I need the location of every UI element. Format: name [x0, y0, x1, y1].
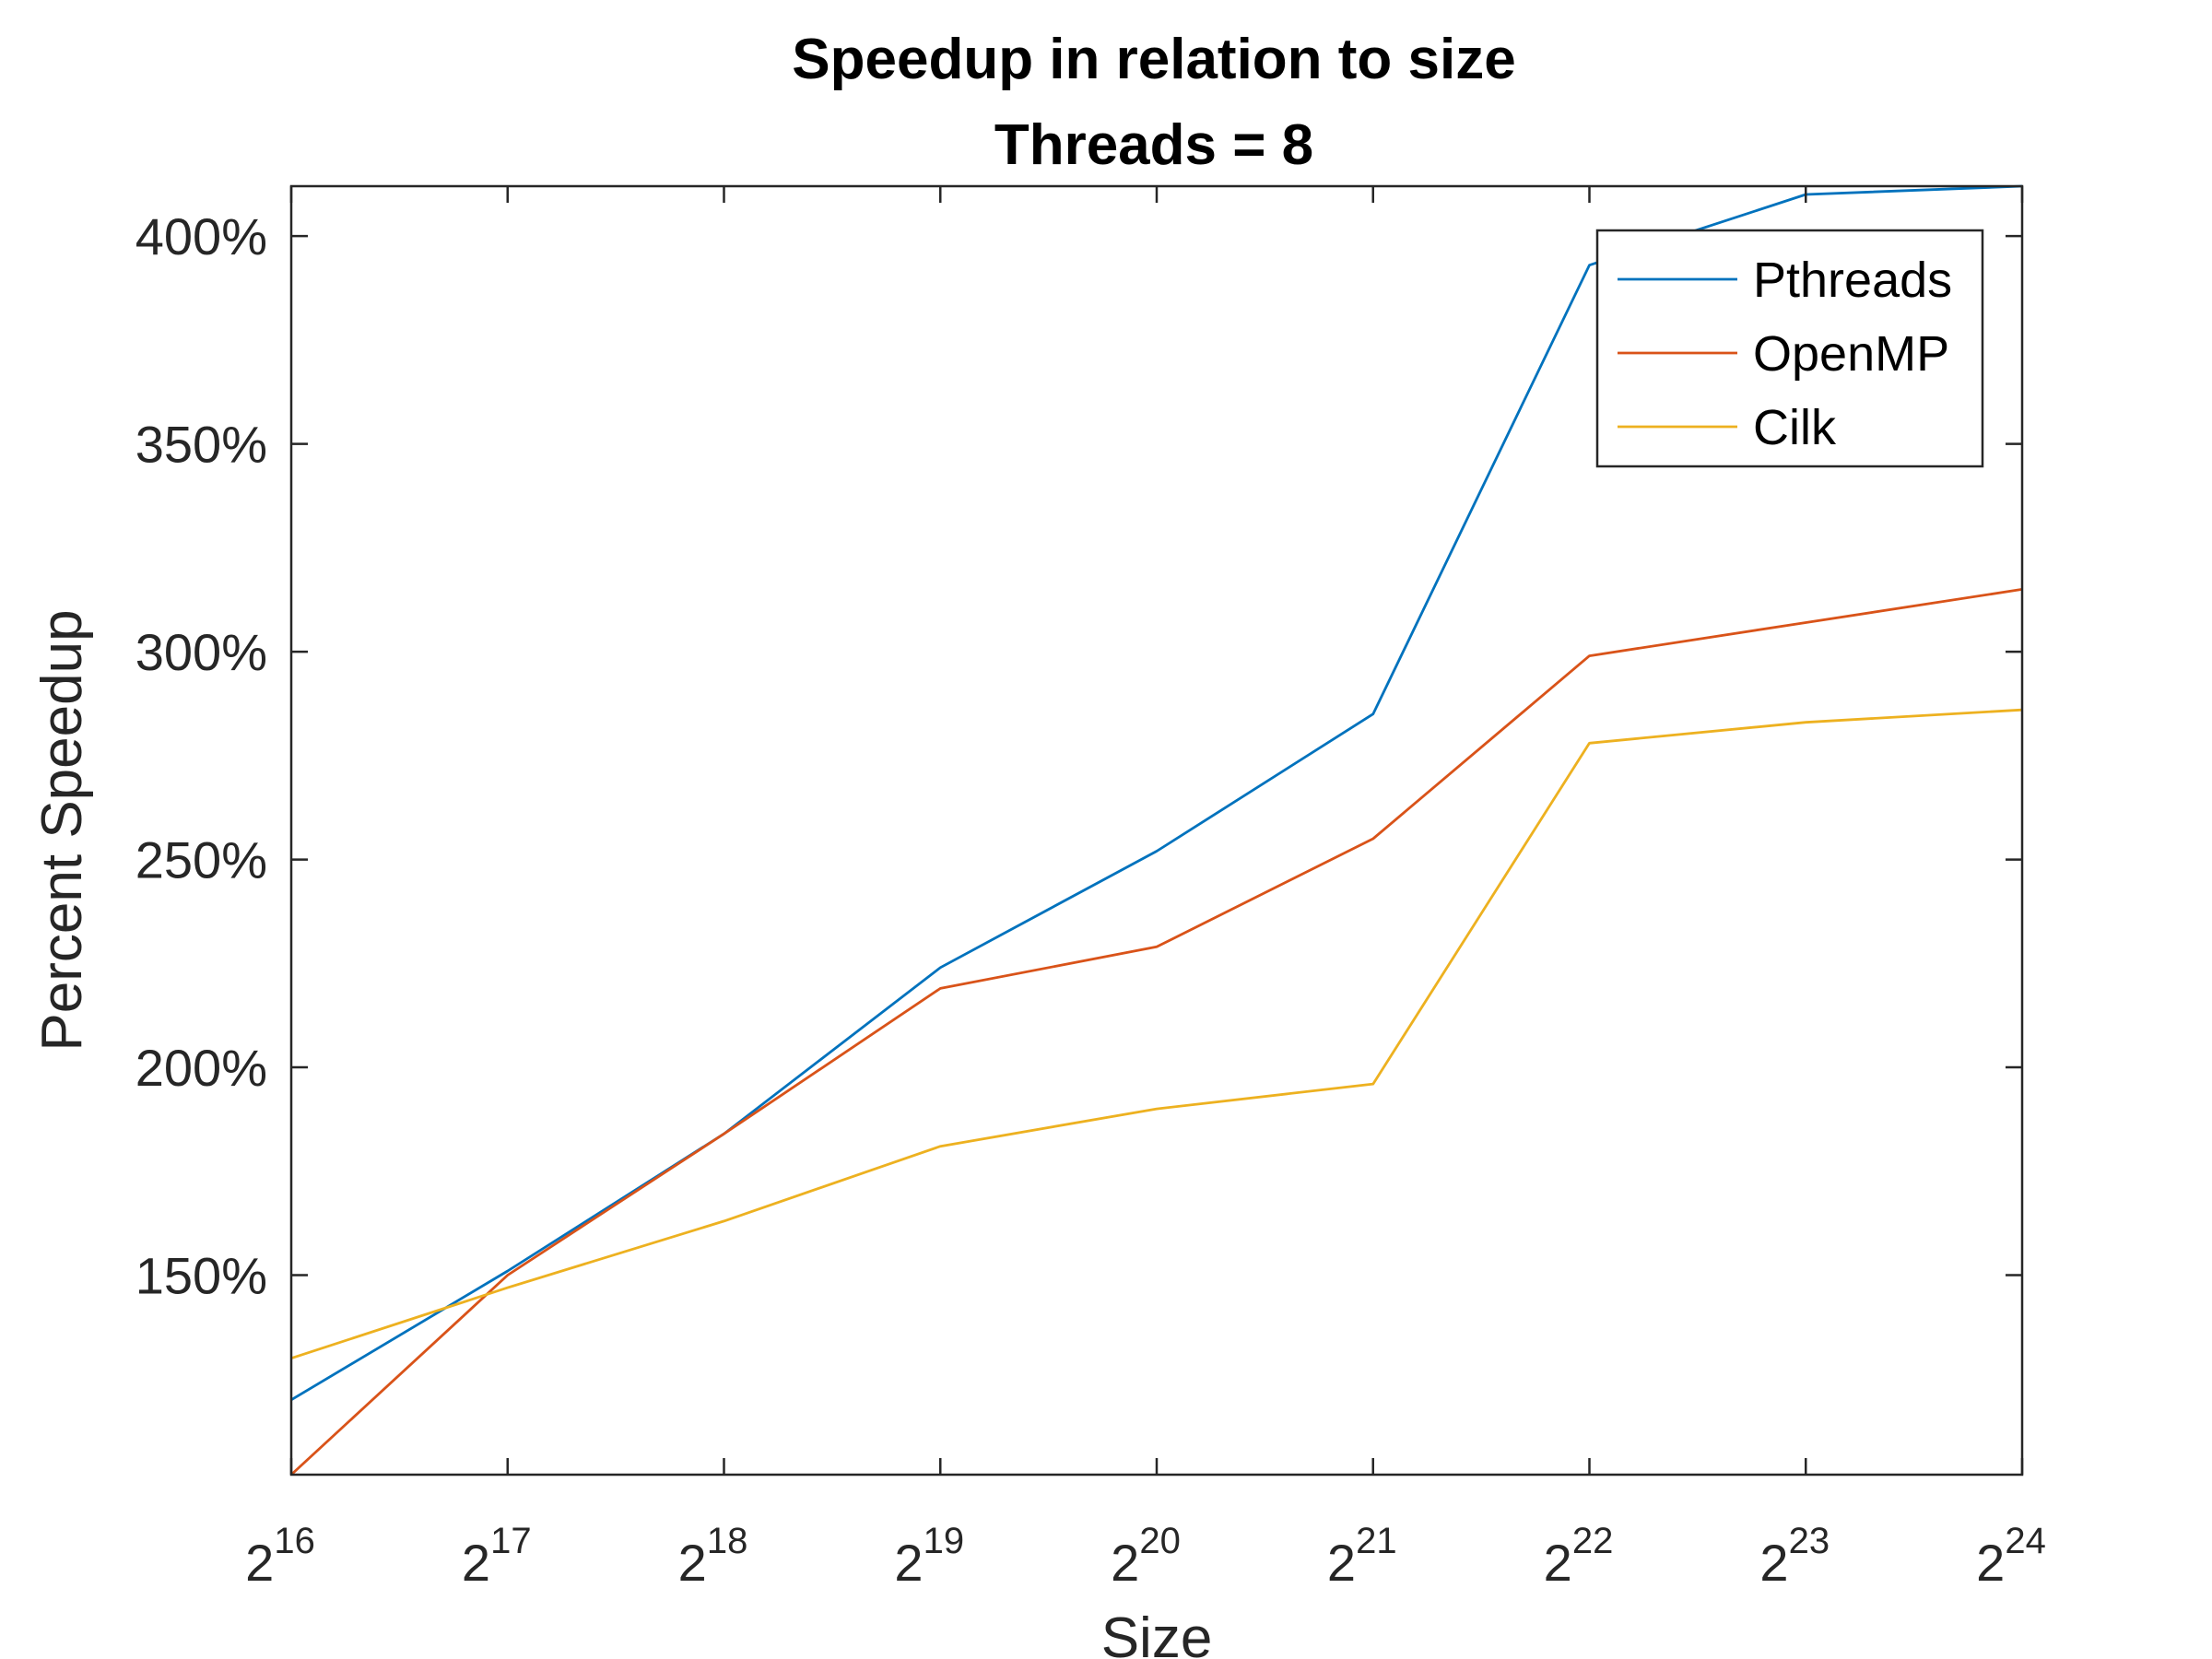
x-tick-base: 2 [1759, 1534, 1788, 1592]
x-tick-base: 2 [1976, 1534, 2005, 1592]
x-tick-label: 217 [462, 1521, 532, 1592]
y-axis-label: Percent Speedup [30, 609, 94, 1051]
y-tick-label: 200% [135, 1039, 267, 1097]
x-axis-label: Size [1101, 1606, 1213, 1659]
x-tick-base: 2 [1544, 1534, 1572, 1592]
x-tick-exponent: 16 [274, 1521, 315, 1561]
legend-entries: Pthreads OpenMP Cilk [1618, 253, 1952, 455]
series-line-pthreads [290, 184, 2023, 1402]
x-tick-label: 222 [1544, 1521, 1614, 1592]
y-tick-label: 150% [135, 1247, 267, 1305]
chart-title: Speedup in relation to size [792, 28, 1515, 91]
y-tick-label: 350% [135, 416, 267, 474]
x-tick-base: 2 [462, 1534, 490, 1592]
plot-frame [289, 184, 2024, 1477]
x-tick-base: 2 [894, 1534, 923, 1592]
x-tick-base: 2 [678, 1534, 707, 1592]
legend-label-openmp: OpenMP [1753, 326, 1949, 382]
legend-label-cilk: Cilk [1753, 400, 1837, 455]
x-tick-exponent: 22 [1572, 1521, 1614, 1561]
x-tick-label: 224 [1976, 1521, 2046, 1592]
x-tick-base: 2 [245, 1534, 274, 1592]
y-tick-label: 300% [135, 623, 267, 681]
y-tick-label: 250% [135, 831, 267, 889]
y-axis: 150% 200% 250% 300% 350% 400% [135, 207, 2022, 1305]
legend: Pthreads OpenMP Cilk [1595, 229, 1984, 468]
series-layer [290, 184, 2023, 1477]
x-tick-exponent: 19 [924, 1521, 965, 1561]
series-line-openmp [290, 588, 2023, 1477]
x-axis: 216 217 218 219 220 221 222 223 224 [245, 186, 2046, 1592]
x-tick-label: 218 [678, 1521, 748, 1592]
legend-label-pthreads: Pthreads [1753, 253, 1952, 308]
x-tick-label: 223 [1759, 1521, 1830, 1592]
x-tick-exponent: 20 [1139, 1521, 1181, 1561]
series-line-cilk [290, 708, 2023, 1360]
x-tick-base: 2 [1111, 1534, 1139, 1592]
x-tick-exponent: 21 [1356, 1521, 1397, 1561]
y-tick-label: 400% [135, 207, 267, 265]
x-tick-label: 220 [1111, 1521, 1181, 1592]
x-tick-label: 219 [894, 1521, 964, 1592]
x-tick-exponent: 23 [1789, 1521, 1830, 1561]
x-tick-exponent: 17 [490, 1521, 532, 1561]
x-tick-exponent: 24 [2005, 1521, 2046, 1561]
chart-subtitle: Threads = 8 [994, 113, 1313, 177]
x-tick-exponent: 18 [707, 1521, 748, 1561]
x-tick-label: 221 [1327, 1521, 1397, 1592]
x-tick-base: 2 [1327, 1534, 1356, 1592]
x-tick-label: 216 [245, 1521, 315, 1592]
